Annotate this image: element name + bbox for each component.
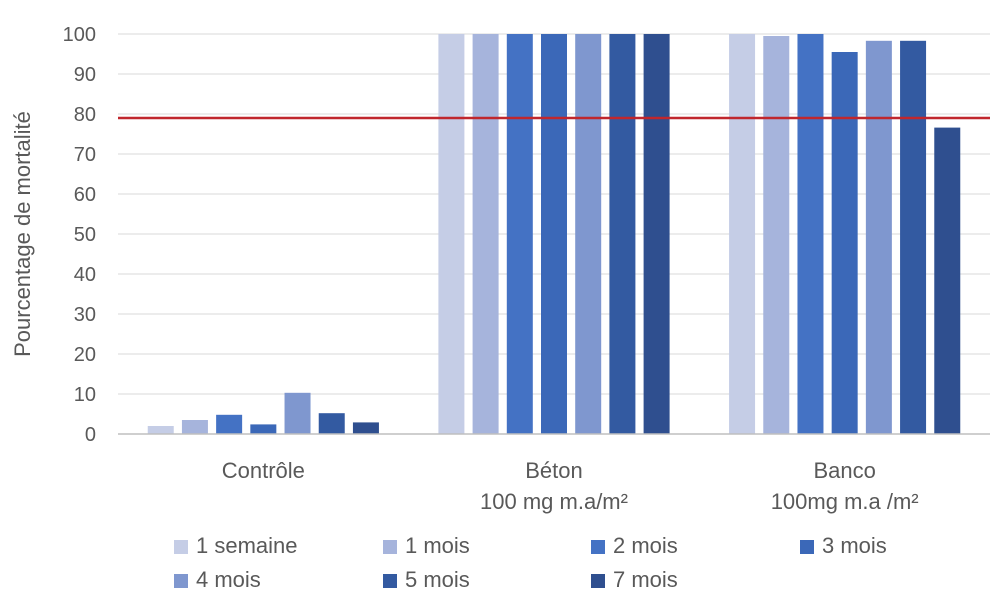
legend-label: 2 mois <box>613 533 678 558</box>
y-tick-label: 10 <box>74 384 96 406</box>
y-tick-label: 40 <box>74 264 96 286</box>
category-labels: Contrôle Béton 100 mg m.a/m² Banco 100mg m.a… <box>222 458 919 514</box>
bar <box>181 420 208 434</box>
bar <box>250 424 277 434</box>
bar <box>797 34 824 434</box>
y-tick-label: 20 <box>74 344 96 366</box>
bars <box>147 34 961 435</box>
bar <box>352 422 379 434</box>
y-tick-label: 90 <box>74 64 96 86</box>
bar <box>831 52 858 434</box>
y-tick-label: 30 <box>74 304 96 326</box>
category-label: 100mg m.a /m² <box>771 489 919 514</box>
legend-swatch <box>383 574 397 588</box>
legend-label: 1 semaine <box>196 533 298 558</box>
y-tick-label: 70 <box>74 144 96 166</box>
category-label: Banco <box>813 458 875 483</box>
bar <box>472 34 499 434</box>
legend-swatch <box>174 540 188 554</box>
legend-swatch <box>591 574 605 588</box>
y-tick-label: 0 <box>85 424 96 446</box>
bar <box>318 413 345 434</box>
legend-swatch <box>383 540 397 554</box>
y-tick-label: 80 <box>74 104 96 126</box>
bar <box>865 40 892 435</box>
bar <box>147 426 174 434</box>
bar <box>216 414 243 434</box>
category-label: Béton <box>525 458 583 483</box>
bar <box>934 127 961 434</box>
legend-swatch <box>800 540 814 554</box>
legend-label: 7 mois <box>613 567 678 592</box>
bar <box>643 34 670 434</box>
legend-label: 5 mois <box>405 567 470 592</box>
bar <box>763 36 790 434</box>
bar <box>438 34 465 434</box>
bar <box>284 392 311 434</box>
category-label: 100 mg m.a/m² <box>480 489 628 514</box>
y-axis-ticks: 0 10 20 30 40 50 60 70 80 90 100 <box>63 24 96 446</box>
legend-label: 3 mois <box>822 533 887 558</box>
legend-swatch <box>174 574 188 588</box>
legend-swatch <box>591 540 605 554</box>
y-tick-label: 50 <box>74 224 96 246</box>
y-tick-label: 100 <box>63 24 96 46</box>
bar <box>541 34 567 434</box>
category-label: Contrôle <box>222 458 305 483</box>
y-axis-label: Pourcentage de mortalité <box>10 111 35 357</box>
bar <box>900 40 927 435</box>
bar <box>729 34 756 434</box>
legend-label: 1 mois <box>405 533 470 558</box>
bar <box>506 34 533 434</box>
bar <box>609 34 636 434</box>
y-tick-label: 60 <box>74 184 96 206</box>
legend: 1 semaine 1 mois 2 mois 3 mois 4 mois 5 mois 7… <box>174 533 887 592</box>
legend-label: 4 mois <box>196 567 261 592</box>
bar <box>575 34 602 434</box>
